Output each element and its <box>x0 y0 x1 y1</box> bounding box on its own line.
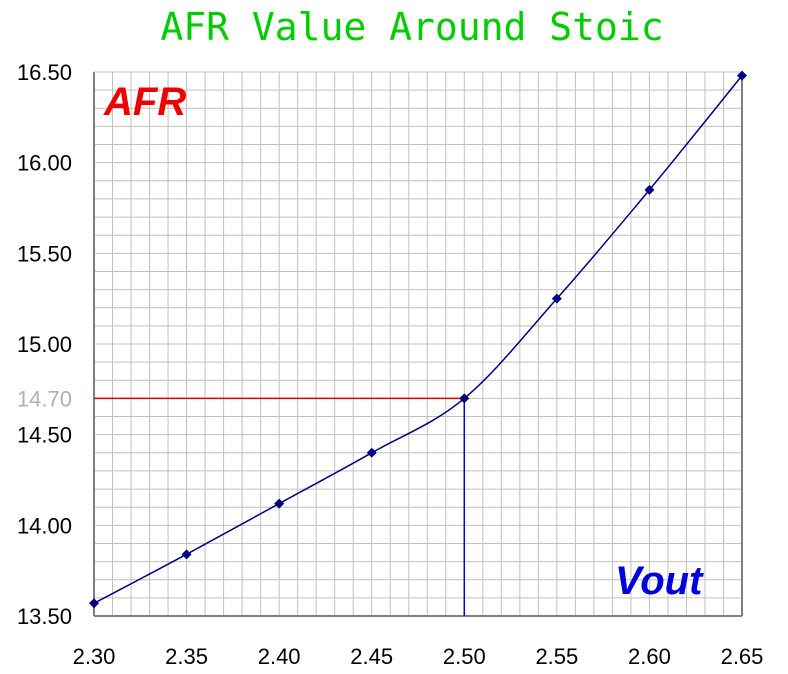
y-tick-label: 16.00 <box>17 151 72 176</box>
data-point <box>274 498 285 509</box>
x-tick-label: 2.55 <box>535 644 578 669</box>
series-line <box>93 75 743 604</box>
reference-y-label: 14.70 <box>17 386 72 411</box>
y-tick-label: 13.50 <box>17 604 72 629</box>
data-point <box>366 447 377 458</box>
y-tick-label: 14.00 <box>17 513 72 538</box>
data-point <box>181 549 192 560</box>
x-tick-label: 2.50 <box>443 644 486 669</box>
y-tick-label: 16.50 <box>17 60 72 85</box>
y-tick-label: 14.50 <box>17 423 72 448</box>
axes <box>93 72 743 617</box>
chart-title: AFR Value Around Stoic <box>160 5 663 49</box>
reference-lines <box>94 397 466 616</box>
x-axis-label: Vout <box>615 559 704 603</box>
x-tick-label: 2.40 <box>258 644 301 669</box>
y-tick-label: 15.50 <box>17 241 72 266</box>
series <box>89 70 747 609</box>
y-tick-label: 15.00 <box>17 332 72 357</box>
data-point <box>644 184 655 195</box>
x-tick-label: 2.65 <box>721 644 764 669</box>
x-tick-label: 2.30 <box>73 644 116 669</box>
y-axis-label: AFR <box>103 80 186 124</box>
tick-labels: 2.30 2.35 2.40 2.45 2.50 2.55 2.60 2.65 13.50 14.… <box>17 60 763 669</box>
data-point <box>89 598 99 609</box>
grid <box>93 71 743 617</box>
data-point <box>459 393 470 404</box>
x-tick-label: 2.35 <box>165 644 208 669</box>
x-tick-label: 2.60 <box>628 644 671 669</box>
data-point <box>551 293 562 304</box>
data-point <box>737 70 747 81</box>
x-tick-label: 2.45 <box>350 644 393 669</box>
